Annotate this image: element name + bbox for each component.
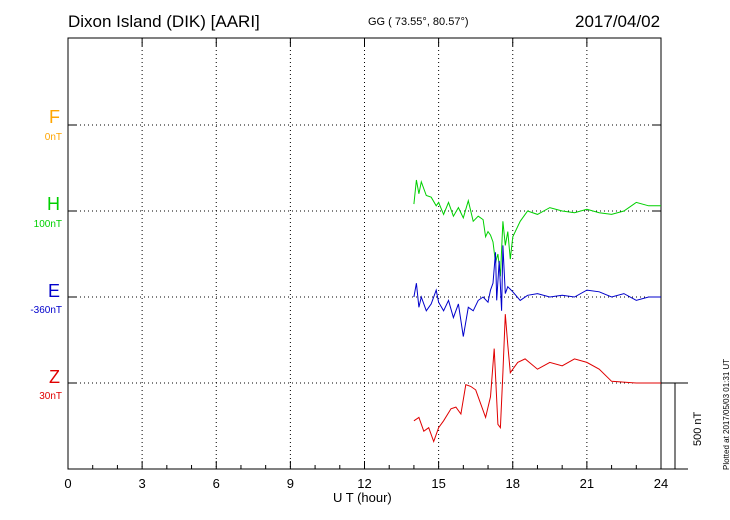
- scale-bar-label: 500 nT: [692, 411, 704, 446]
- plot-timestamp: Plotted at 2017/05/03 01:31 UT: [722, 358, 730, 470]
- component-e-baseline: -360nT: [30, 305, 62, 316]
- component-h-baseline: 100nT: [33, 219, 62, 230]
- x-axis-title: U T (hour): [333, 490, 392, 505]
- x-tick-label: 9: [287, 476, 294, 491]
- series-h-line: [413, 179, 661, 277]
- x-tick-label: 15: [431, 476, 445, 491]
- component-z-letter: Z: [49, 367, 60, 387]
- component-h-letter: H: [47, 194, 60, 214]
- series-e-line: [413, 245, 661, 337]
- chart-date: 2017/04/02: [575, 12, 661, 31]
- series-z-line: [413, 314, 661, 443]
- geographic-coordinates: GG ( 73.55°, 80.57°): [368, 16, 469, 28]
- component-f-letter: F: [49, 107, 60, 127]
- component-e-letter: E: [47, 281, 60, 301]
- x-tick-label: 12: [357, 476, 371, 491]
- station-title: Dixon Island (DIK) [AARI]: [68, 12, 260, 31]
- x-tick-label: 18: [506, 476, 520, 491]
- x-tick-label: 0: [64, 476, 71, 491]
- x-tick-label: 3: [139, 476, 146, 491]
- component-z-baseline: 30nT: [39, 391, 62, 402]
- x-tick-label: 21: [580, 476, 594, 491]
- x-tick-label: 6: [213, 476, 220, 491]
- x-tick-label: 24: [654, 476, 668, 491]
- component-f-baseline: 0nT: [44, 132, 62, 143]
